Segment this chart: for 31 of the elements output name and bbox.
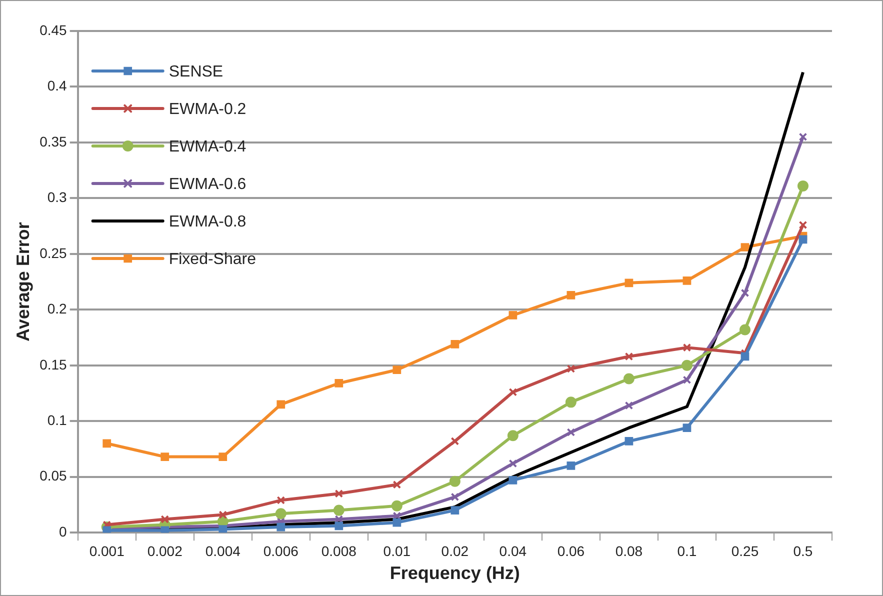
x-tick-label: 0.02 (441, 542, 469, 559)
y-tick-label: 0.2 (47, 300, 68, 317)
x-tick-label: 0.006 (263, 542, 299, 559)
legend-label: EWMA-0.6 (168, 176, 246, 193)
x-tick-label: 0.06 (557, 542, 585, 559)
x-tick-label: 0.004 (205, 542, 241, 559)
legend-label: SENSE (168, 63, 224, 80)
y-tick-label: 0.1 (47, 412, 68, 428)
x-tick-label: 0.08 (615, 542, 643, 559)
x-tick-label: 0.01 (383, 542, 411, 559)
x-tick-label: 0.5 (793, 542, 813, 559)
legend-label: Fixed-Share (168, 250, 256, 268)
y-tick-label: 0.45 (40, 22, 68, 38)
x-tick-label: 0.008 (321, 542, 357, 559)
x-tick-label: 0.25 (731, 542, 759, 559)
legend-label: EWMA-0.4 (168, 138, 246, 156)
y-tick-label: 0.05 (40, 468, 68, 484)
legend-label: EWMA-0.2 (168, 100, 246, 118)
y-tick-label: 0.3 (47, 189, 68, 206)
y-tick-label: 0.15 (40, 356, 68, 372)
y-axis-title: Average Error (12, 222, 33, 342)
y-tick-label: 0.25 (40, 244, 68, 261)
x-tick-label: 0.002 (147, 542, 183, 559)
y-tick-label: 0 (59, 523, 68, 540)
x-tick-label: 0.1 (677, 542, 697, 559)
x-tick-label: 0.001 (89, 542, 125, 559)
x-axis-title: Frequency (Hz) (390, 563, 520, 584)
y-tick-label: 0.4 (47, 78, 68, 94)
x-tick-label: 0.04 (499, 542, 527, 559)
legend-label: EWMA-0.8 (168, 213, 246, 230)
y-tick-label: 0.35 (40, 133, 68, 150)
